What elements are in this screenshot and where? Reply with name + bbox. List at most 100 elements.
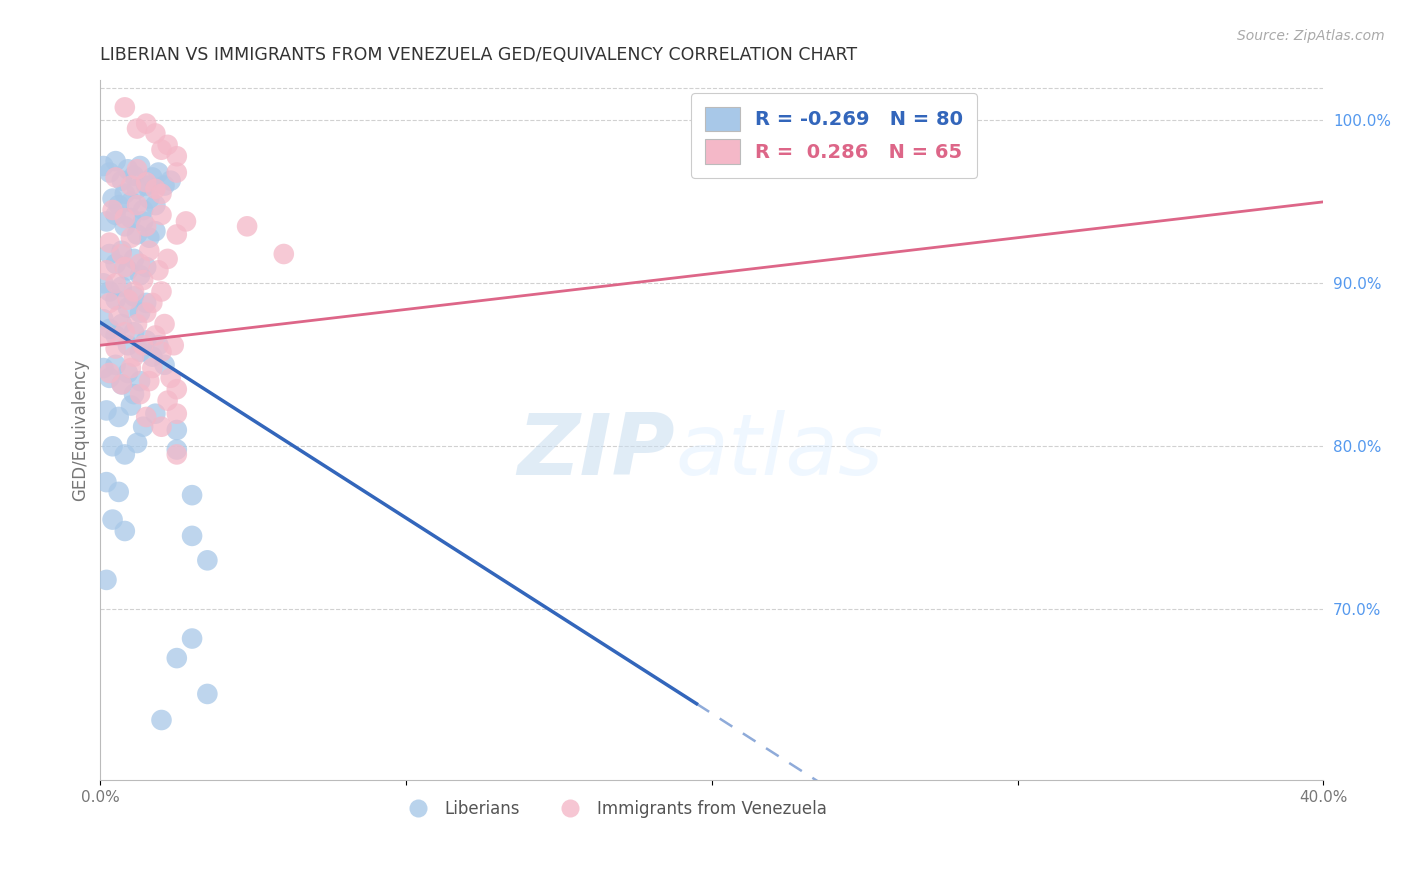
- Point: [166, 165, 188, 179]
- Point: [111, 317, 134, 331]
- Point: [129, 374, 152, 388]
- Point: [120, 178, 142, 193]
- Point: [236, 219, 259, 234]
- Point: [181, 529, 204, 543]
- Point: [156, 393, 179, 408]
- Point: [93, 312, 115, 326]
- Point: [111, 377, 134, 392]
- Point: [101, 202, 124, 217]
- Point: [104, 328, 127, 343]
- Point: [96, 328, 118, 343]
- Point: [138, 374, 160, 388]
- Text: atlas: atlas: [675, 409, 883, 492]
- Point: [148, 338, 170, 352]
- Point: [101, 192, 124, 206]
- Point: [101, 513, 124, 527]
- Point: [117, 162, 139, 177]
- Point: [166, 382, 188, 396]
- Point: [132, 419, 155, 434]
- Point: [107, 409, 129, 424]
- Point: [104, 358, 127, 372]
- Point: [98, 322, 121, 336]
- Point: [117, 263, 139, 277]
- Point: [153, 317, 176, 331]
- Text: LIBERIAN VS IMMIGRANTS FROM VENEZUELA GED/EQUIVALENCY CORRELATION CHART: LIBERIAN VS IMMIGRANTS FROM VENEZUELA GE…: [100, 46, 858, 64]
- Point: [141, 361, 163, 376]
- Point: [166, 407, 188, 421]
- Point: [181, 488, 204, 502]
- Point: [163, 338, 186, 352]
- Point: [104, 293, 127, 307]
- Point: [114, 524, 136, 538]
- Point: [132, 273, 155, 287]
- Point: [129, 257, 152, 271]
- Point: [98, 285, 121, 299]
- Point: [150, 208, 173, 222]
- Point: [135, 409, 157, 424]
- Point: [141, 350, 163, 364]
- Point: [101, 439, 124, 453]
- Point: [125, 436, 148, 450]
- Point: [150, 344, 173, 359]
- Point: [114, 186, 136, 201]
- Point: [132, 338, 155, 352]
- Point: [122, 289, 145, 303]
- Point: [111, 244, 134, 258]
- Point: [122, 169, 145, 183]
- Point: [98, 366, 121, 380]
- Point: [114, 211, 136, 226]
- Point: [125, 162, 148, 177]
- Point: [111, 377, 134, 392]
- Point: [141, 170, 163, 185]
- Point: [96, 263, 118, 277]
- Point: [122, 285, 145, 299]
- Point: [120, 361, 142, 376]
- Point: [166, 442, 188, 457]
- Point: [138, 192, 160, 206]
- Point: [150, 143, 173, 157]
- Point: [125, 182, 148, 196]
- Point: [174, 214, 197, 228]
- Point: [153, 358, 176, 372]
- Point: [111, 279, 134, 293]
- Point: [117, 301, 139, 315]
- Text: ZIP: ZIP: [517, 409, 675, 492]
- Point: [125, 317, 148, 331]
- Point: [145, 127, 167, 141]
- Point: [145, 328, 167, 343]
- Point: [120, 194, 142, 209]
- Point: [104, 154, 127, 169]
- Point: [125, 121, 148, 136]
- Point: [129, 268, 152, 283]
- Point: [145, 407, 167, 421]
- Point: [98, 371, 121, 385]
- Point: [114, 325, 136, 339]
- Point: [117, 293, 139, 307]
- Point: [135, 306, 157, 320]
- Point: [150, 713, 173, 727]
- Point: [138, 230, 160, 244]
- Point: [156, 252, 179, 266]
- Point: [107, 309, 129, 323]
- Point: [159, 371, 181, 385]
- Point: [122, 387, 145, 401]
- Point: [104, 277, 127, 291]
- Point: [145, 224, 167, 238]
- Point: [166, 227, 188, 242]
- Point: [96, 214, 118, 228]
- Point: [122, 252, 145, 266]
- Point: [107, 198, 129, 212]
- Point: [156, 137, 179, 152]
- Point: [159, 174, 181, 188]
- Point: [107, 484, 129, 499]
- Point: [166, 651, 188, 665]
- Point: [114, 219, 136, 234]
- Point: [122, 350, 145, 364]
- Point: [98, 296, 121, 310]
- Point: [93, 361, 115, 376]
- Point: [135, 260, 157, 274]
- Point: [129, 159, 152, 173]
- Point: [114, 447, 136, 461]
- Point: [104, 257, 127, 271]
- Point: [138, 244, 160, 258]
